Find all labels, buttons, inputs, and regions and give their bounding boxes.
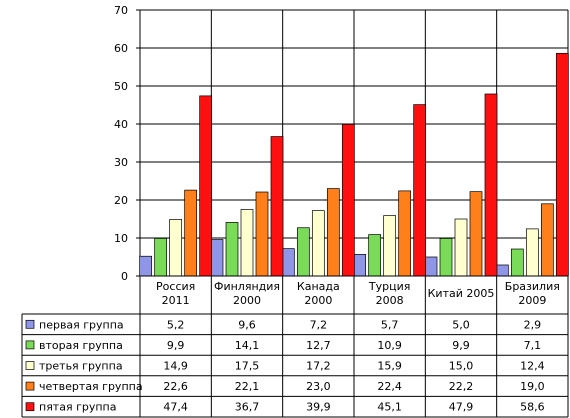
bar	[555, 52, 569, 277]
y-tick-label: 70	[114, 4, 128, 17]
bar	[413, 104, 427, 277]
category-label: 2008	[376, 294, 404, 307]
bar	[210, 239, 224, 277]
y-tick-label: 50	[114, 80, 128, 93]
data-label: 14,9	[163, 360, 188, 373]
data-label: 22,1	[235, 380, 260, 393]
y-tick-label: 0	[121, 270, 128, 283]
data-label: 12,7	[306, 339, 331, 352]
data-label: 19,0	[520, 380, 545, 393]
bar	[225, 222, 239, 277]
category-label: Китай 2005	[428, 287, 495, 300]
bar	[454, 218, 468, 277]
bar	[495, 264, 509, 277]
category-label: Турция	[368, 280, 410, 293]
series-name: четвертая группа	[39, 380, 143, 393]
category-label: Финляндия	[214, 280, 280, 293]
category-label: 2000	[304, 294, 332, 307]
legend-swatch	[25, 340, 35, 350]
bar	[439, 238, 453, 277]
category-label: 2009	[518, 294, 546, 307]
data-label: 17,5	[235, 360, 260, 373]
bar	[139, 255, 153, 277]
bar	[281, 248, 295, 277]
data-label: 9,9	[452, 339, 470, 352]
y-tick-label: 10	[114, 232, 128, 245]
bar	[469, 191, 483, 277]
category-label: 2011	[162, 294, 190, 307]
bar	[199, 95, 213, 277]
bar	[154, 238, 168, 277]
category-label: Бразилия	[505, 280, 560, 293]
bar	[510, 248, 524, 277]
bar	[341, 124, 355, 277]
data-label: 9,6	[238, 318, 256, 331]
data-label: 5,2	[167, 318, 185, 331]
category-label: Россия	[156, 280, 195, 293]
bar	[540, 203, 554, 277]
y-tick-label: 40	[114, 118, 128, 131]
legend-swatch	[25, 361, 35, 370]
series-name: третья группа	[39, 360, 123, 373]
data-label: 5,7	[381, 318, 399, 331]
data-label: 15,0	[449, 360, 474, 373]
data-label: 7,2	[310, 318, 328, 331]
series-name: пятая группа	[39, 401, 116, 414]
category-label: Канада	[297, 280, 340, 293]
bar	[353, 253, 367, 277]
data-label: 23,0	[306, 380, 331, 393]
legend-swatch	[25, 319, 35, 329]
bar	[368, 234, 382, 277]
bar	[296, 227, 310, 277]
bar	[424, 256, 438, 277]
data-label: 7,1	[524, 339, 542, 352]
legend-swatch	[25, 402, 35, 412]
data-label: 10,9	[377, 339, 402, 352]
data-label: 22,2	[449, 380, 474, 393]
y-tick-label: 20	[114, 194, 128, 207]
data-label: 12,4	[520, 360, 545, 373]
data-label: 22,6	[163, 380, 188, 393]
bar	[169, 219, 183, 277]
data-label: 14,1	[235, 339, 260, 352]
data-label: 22,4	[377, 380, 402, 393]
bar	[311, 210, 325, 277]
y-tick-label: 60	[114, 42, 128, 55]
data-label: 39,9	[306, 401, 331, 414]
data-label: 45,1	[377, 401, 402, 414]
data-label: 17,2	[306, 360, 331, 373]
bar	[525, 228, 539, 277]
bar	[484, 93, 498, 277]
series-name: вторая группа	[39, 339, 123, 352]
data-label: 47,9	[449, 401, 474, 414]
data-label: 58,6	[520, 401, 545, 414]
data-label: 9,9	[167, 339, 185, 352]
series-name: первая группа	[39, 318, 124, 331]
data-label: 2,9	[524, 318, 542, 331]
y-tick-label: 30	[114, 156, 128, 169]
bar	[255, 191, 269, 277]
data-label: 36,7	[235, 401, 260, 414]
bar	[240, 209, 254, 277]
data-label: 5,0	[452, 318, 470, 331]
data-label: 15,9	[377, 360, 402, 373]
bar	[184, 189, 198, 277]
category-label: 2000	[233, 294, 261, 307]
legend-swatch	[25, 381, 35, 391]
bar	[383, 215, 397, 277]
bar	[270, 136, 284, 277]
bar	[326, 188, 340, 277]
data-label: 47,4	[163, 401, 188, 414]
bar	[398, 190, 412, 277]
